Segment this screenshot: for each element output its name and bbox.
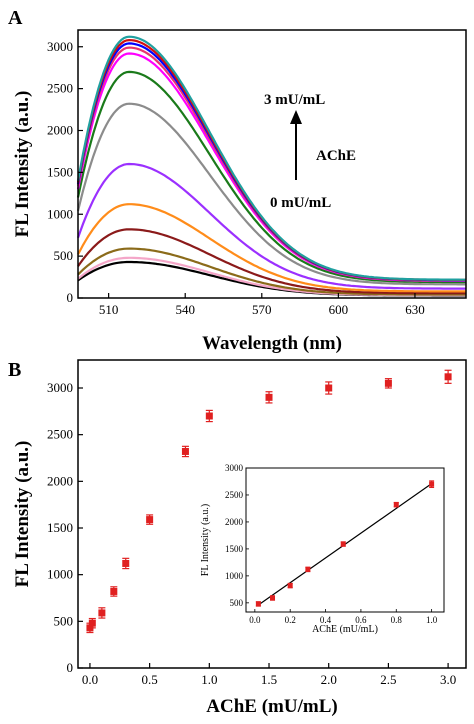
inset-point-1 <box>270 595 276 601</box>
inset: 0.0 0.2 0.4 0.6 0.8 1.0 500 1000 1500 2000 2500 300… <box>200 463 445 635</box>
panel-a-ytick-label-3: 1500 <box>47 164 73 179</box>
panel-b-point-5 <box>146 516 154 524</box>
spectrum-line-7 <box>76 70 466 284</box>
annotation-middle: AChE <box>316 148 356 164</box>
spectra-lines <box>76 35 466 297</box>
panel-b-ylabel: FL Intensity (a.u.) <box>12 441 33 588</box>
panel-b-ytick-label-4: 2000 <box>47 473 73 488</box>
panel-a-ytick-label-1: 500 <box>54 248 74 263</box>
panel-a-xtick-label-4: 630 <box>405 302 425 317</box>
panel-a: A 510 540 570 600 630 0 500 1000 1500 2000 2500 3000… <box>8 7 467 354</box>
panel-a-ytick-label-4: 2000 <box>47 123 73 138</box>
panel-a-ytick-label-5: 2500 <box>47 81 73 96</box>
spectrum-line-2 <box>77 247 466 296</box>
panel-b-axes <box>77 359 467 669</box>
panel-b-point-1 <box>88 619 96 627</box>
panel-a-xtick-label-1: 540 <box>175 302 195 317</box>
panel-b-xtick-label-4: 2.0 <box>321 672 337 687</box>
inset-point-5 <box>393 502 399 508</box>
inset-axes <box>245 467 445 613</box>
inset-xtick-label-0: 0.0 <box>249 615 261 625</box>
annotation-arrow-head <box>290 110 302 124</box>
panel-a-xtick-label-2: 570 <box>252 302 272 317</box>
inset-xtick-label-3: 0.6 <box>355 615 367 625</box>
panel-b-points <box>86 369 452 634</box>
panel-a-ytick-label-2: 1000 <box>47 206 73 221</box>
inset-point-4 <box>340 541 346 547</box>
panel-a-ytick-label-6: 3000 <box>47 39 73 54</box>
inset-point-0 <box>255 601 261 607</box>
spectrum-line-11 <box>76 38 466 281</box>
panel-a-ylabel: FL Intensity (a.u.) <box>12 91 33 238</box>
inset-ytick-label-5: 3000 <box>225 463 244 473</box>
panel-b-ytick-label-3: 1500 <box>47 520 73 535</box>
panel-b-xtick-label-2: 1.0 <box>201 672 217 687</box>
panel-b-xtick-label-0: 0.0 <box>82 672 98 687</box>
spectrum-line-12 <box>76 35 466 281</box>
panel-b-point-9 <box>325 384 333 392</box>
panel-a-label: A <box>8 7 23 29</box>
panel-b-ytick-label-5: 2500 <box>47 427 73 442</box>
inset-point-2 <box>287 583 293 589</box>
panel-b-point-3 <box>110 587 118 595</box>
spectrum-line-3 <box>77 228 466 295</box>
panel-b: B 0.0 0.5 1.0 1.5 2.0 2.5 3.0 0 500 1000 1500 2000 25… <box>8 359 467 717</box>
inset-ytick-label-0: 500 <box>230 598 244 608</box>
panel-b-point-4 <box>122 559 130 567</box>
panel-a-xtick-label-0: 510 <box>99 302 119 317</box>
panel-b-ytick-label-2: 1000 <box>47 567 73 582</box>
inset-ytick-label-4: 2500 <box>225 490 244 500</box>
panel-a-xtick-label-3: 600 <box>329 302 349 317</box>
panel-b-xlabel: AChE (mU/mL) <box>206 696 337 717</box>
panel-a-axes <box>77 29 467 299</box>
panel-b-xtick-label-1: 0.5 <box>142 672 158 687</box>
inset-point-6 <box>429 481 435 487</box>
spectrum-line-6 <box>76 102 466 286</box>
panel-b-point-10 <box>384 379 392 387</box>
panel-b-xtick-label-6: 3.0 <box>440 672 456 687</box>
inset-ylabel: FL Intensity (a.u.) <box>200 504 211 576</box>
inset-xtick-label-2: 0.4 <box>320 615 332 625</box>
spectrum-line-10 <box>76 42 466 282</box>
inset-points <box>255 480 435 607</box>
inset-xtick-label-1: 0.2 <box>285 615 296 625</box>
inset-point-3 <box>305 566 311 572</box>
spectrum-line-4 <box>77 203 466 293</box>
inset-ytick-label-2: 1500 <box>225 544 244 554</box>
panel-b-point-8 <box>265 393 273 401</box>
inset-ytick-label-1: 1000 <box>225 571 244 581</box>
panel-b-xtick-label-3: 1.5 <box>261 672 277 687</box>
inset-xtick-label-4: 0.8 <box>391 615 403 625</box>
inset-ytick-label-3: 2000 <box>225 517 244 527</box>
panel-b-xtick-label-5: 2.5 <box>380 672 396 687</box>
panel-a-ytick-label-0: 0 <box>67 290 74 305</box>
panel-b-ytick-label-0: 0 <box>67 660 74 675</box>
spectrum-line-5 <box>76 162 466 290</box>
annotation-bottom: 0 mU/mL <box>270 195 331 211</box>
panel-b-ytick-label-6: 3000 <box>47 380 73 395</box>
panel-b-ytick-label-1: 500 <box>54 613 74 628</box>
panel-b-point-6 <box>181 447 189 455</box>
panel-b-label: B <box>8 359 21 381</box>
panel-b-point-11 <box>444 373 452 381</box>
panel-b-point-2 <box>98 609 106 617</box>
panel-a-xlabel: Wavelength (nm) <box>202 333 342 354</box>
inset-xtick-label-5: 1.0 <box>426 615 438 625</box>
annotation-top: 3 mU/mL <box>264 92 325 108</box>
inset-xlabel: AChE (mU/mL) <box>312 624 378 635</box>
panel-b-point-7 <box>205 412 213 420</box>
